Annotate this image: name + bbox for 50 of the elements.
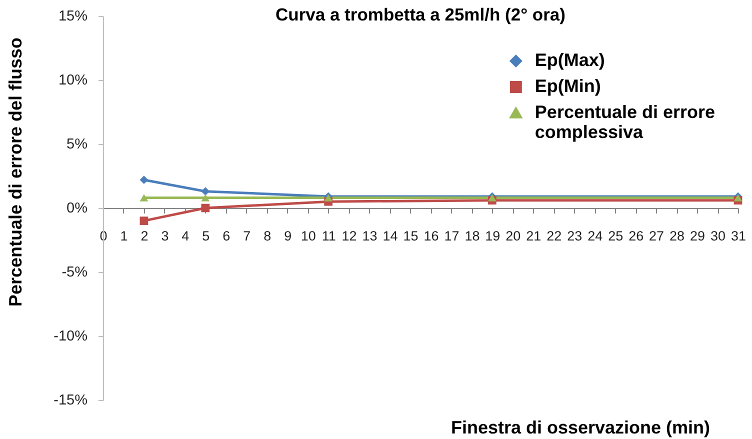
- legend-label: Ep(Max): [534, 50, 605, 70]
- x-tick-label: 26: [628, 228, 644, 244]
- x-tick-label: 21: [526, 228, 542, 244]
- x-tick-label: 15: [403, 228, 418, 244]
- x-tick-label: 23: [567, 228, 582, 244]
- point: [201, 204, 210, 212]
- x-tick-label: 14: [382, 228, 398, 244]
- x-tick-label: 3: [161, 228, 169, 244]
- x-tick-label: 19: [485, 228, 500, 244]
- x-tick-label: 20: [506, 228, 521, 244]
- point: [140, 176, 148, 184]
- x-axis-title: Finestra di osservazione (min): [450, 418, 710, 438]
- x-tick-label: 1: [120, 228, 128, 244]
- x-tick-label: 24: [588, 228, 604, 244]
- x-tick-label: 31: [730, 228, 746, 244]
- legend-label: Percentuale di errore complessiva: [534, 102, 716, 142]
- chart-title: Curva a trombetta a 25ml/h (2° ora): [276, 4, 566, 24]
- y-tick-label: 0%: [66, 200, 88, 216]
- x-tick-label: 13: [362, 228, 378, 244]
- y-tick-label: 15%: [58, 8, 88, 24]
- x-tick-label: 10: [300, 228, 316, 244]
- point: [201, 194, 210, 202]
- x-tick-label: 9: [284, 228, 292, 244]
- x-tick-label: 16: [424, 228, 439, 244]
- x-tick-label: 4: [182, 228, 190, 244]
- y-tick-label: -5%: [62, 264, 88, 280]
- x-tick-label: 22: [546, 228, 562, 244]
- x-tick-label: 5: [202, 228, 210, 244]
- y-tick-label: -10%: [54, 328, 88, 344]
- y-tick-label: 5%: [66, 136, 88, 152]
- x-tick-label: 28: [670, 228, 685, 244]
- point: [140, 216, 148, 225]
- x-tick-label: 29: [690, 228, 706, 244]
- point: [140, 194, 148, 202]
- x-tick-label: 11: [322, 228, 336, 244]
- point: [201, 187, 210, 196]
- x-tick-label: 18: [464, 228, 480, 244]
- y-axis-title: Percentuale di errore del flusso: [6, 37, 26, 307]
- x-tick-label: 7: [243, 228, 251, 244]
- x-tick-label: 30: [710, 228, 726, 244]
- y-tick-label: -15%: [54, 392, 88, 408]
- y-tick-label: 10%: [58, 72, 88, 88]
- x-tick-label: 17: [444, 228, 460, 244]
- legend-label: Ep(Min): [534, 76, 601, 96]
- x-tick-label: 6: [222, 228, 230, 244]
- x-tick-label: 2: [140, 228, 148, 244]
- x-tick-label: 27: [649, 228, 664, 244]
- x-tick-label: 25: [608, 228, 624, 244]
- x-tick-label: 8: [264, 228, 272, 244]
- x-tick-label: 12: [342, 228, 357, 244]
